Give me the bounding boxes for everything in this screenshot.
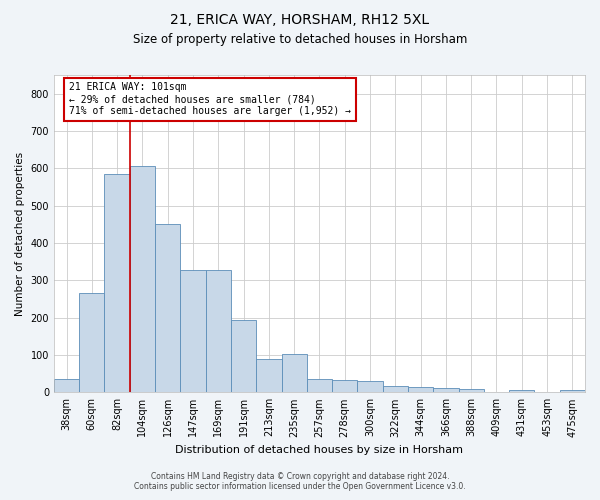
Bar — [79, 294, 104, 392]
Bar — [181, 270, 206, 392]
Bar — [130, 166, 155, 392]
Bar — [408, 387, 433, 392]
Bar — [458, 388, 484, 392]
Bar — [231, 320, 256, 392]
Text: Size of property relative to detached houses in Horsham: Size of property relative to detached ho… — [133, 32, 467, 46]
Bar — [358, 381, 383, 392]
Y-axis label: Number of detached properties: Number of detached properties — [15, 152, 25, 316]
Bar — [256, 358, 281, 392]
Text: Contains HM Land Registry data © Crown copyright and database right 2024.: Contains HM Land Registry data © Crown c… — [151, 472, 449, 481]
Bar — [54, 379, 79, 392]
Bar — [383, 386, 408, 392]
Text: 21, ERICA WAY, HORSHAM, RH12 5XL: 21, ERICA WAY, HORSHAM, RH12 5XL — [170, 12, 430, 26]
Text: 21 ERICA WAY: 101sqm
← 29% of detached houses are smaller (784)
71% of semi-deta: 21 ERICA WAY: 101sqm ← 29% of detached h… — [69, 82, 351, 116]
Text: Contains public sector information licensed under the Open Government Licence v3: Contains public sector information licen… — [134, 482, 466, 491]
Bar — [560, 390, 585, 392]
Bar — [332, 380, 358, 392]
Bar — [206, 270, 231, 392]
Bar — [155, 224, 181, 392]
X-axis label: Distribution of detached houses by size in Horsham: Distribution of detached houses by size … — [175, 445, 463, 455]
Bar — [281, 354, 307, 393]
Bar — [307, 379, 332, 392]
Bar — [104, 174, 130, 392]
Bar — [433, 388, 458, 392]
Bar — [509, 390, 535, 392]
